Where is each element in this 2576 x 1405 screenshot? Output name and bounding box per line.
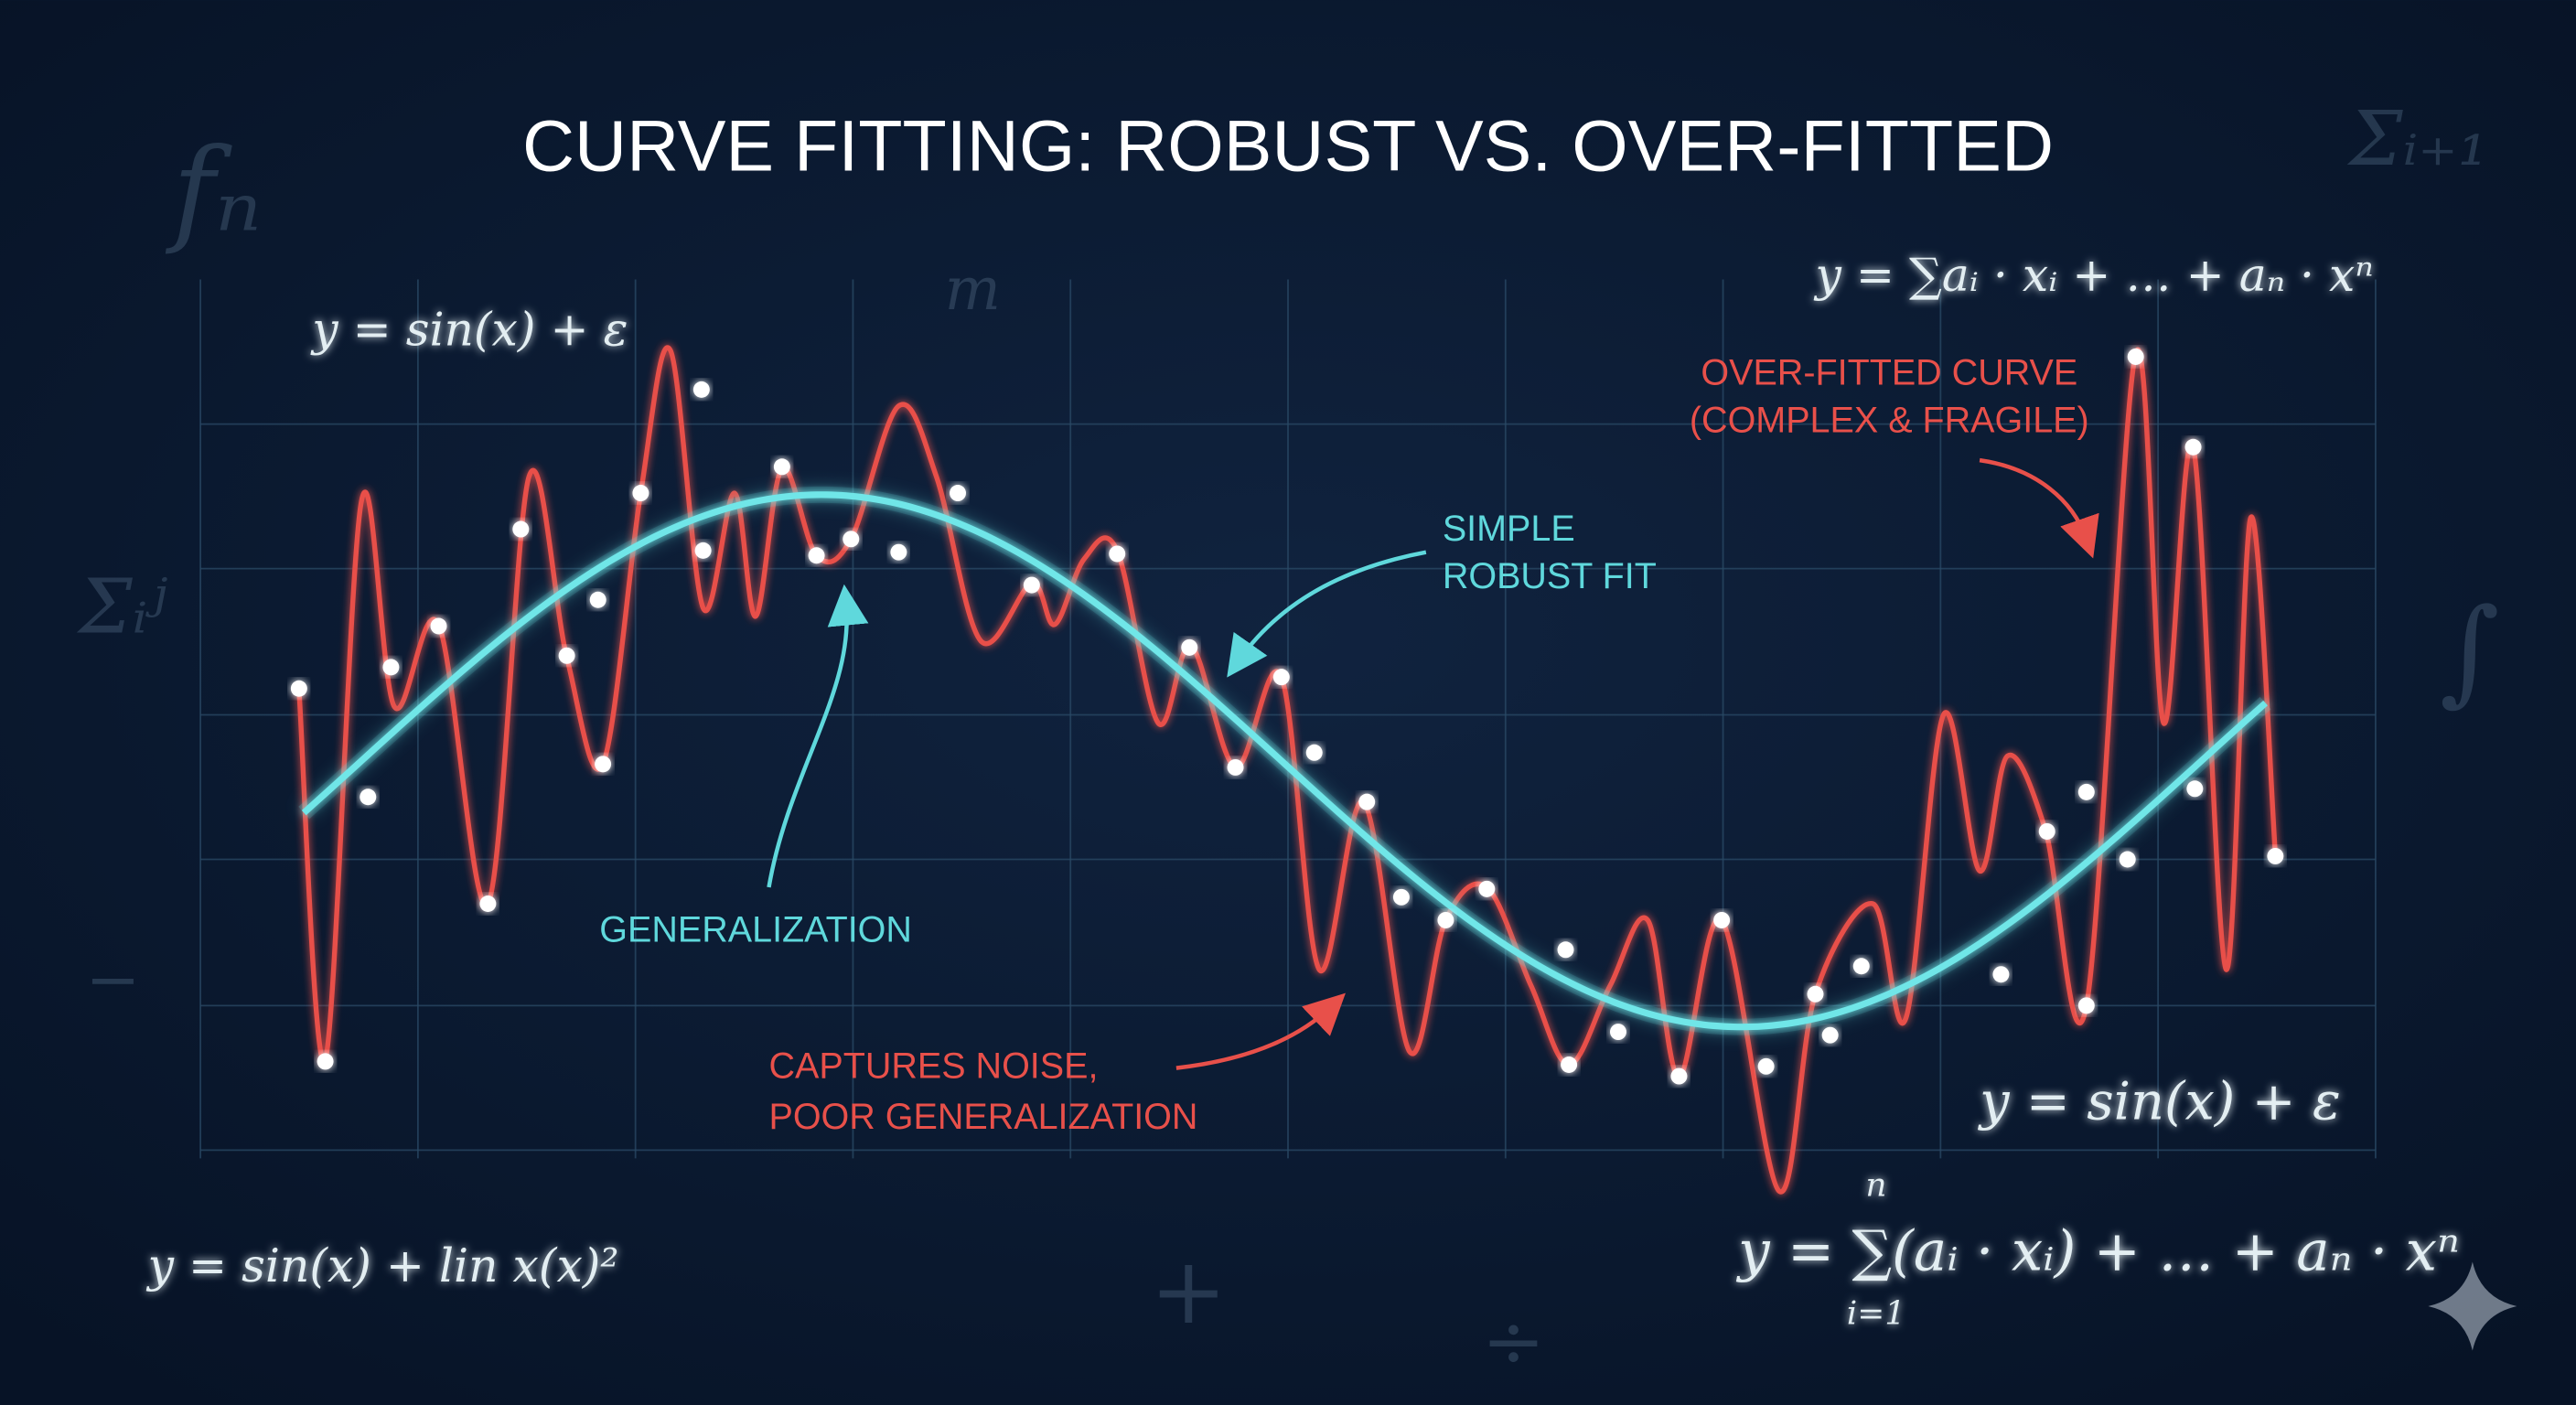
data-point bbox=[692, 381, 710, 398]
data-point bbox=[2186, 780, 2204, 798]
data-point bbox=[1358, 793, 1376, 810]
data-point bbox=[890, 543, 907, 561]
data-point bbox=[430, 617, 447, 635]
data-point bbox=[360, 788, 377, 806]
data-point bbox=[808, 547, 825, 564]
deco-symbol: fₙ bbox=[166, 123, 262, 258]
equations: y = sin(x) + ε y = ∑aᵢ · xᵢ + … + aₙ · x… bbox=[146, 248, 2460, 1333]
arrow bbox=[1227, 550, 1427, 678]
data-point bbox=[2119, 851, 2136, 868]
arrows bbox=[767, 457, 2099, 1070]
data-point bbox=[2077, 783, 2095, 800]
data-point bbox=[1392, 888, 1410, 906]
deco-symbol: Σᵢ₊₁ bbox=[2346, 95, 2488, 183]
data-point bbox=[1181, 638, 1198, 656]
data-point bbox=[2267, 847, 2284, 864]
label-line: CAPTURES NOISE, bbox=[768, 1046, 1098, 1086]
label-line: POOR GENERALIZATION bbox=[768, 1097, 1197, 1137]
data-point bbox=[1023, 576, 1040, 594]
data-point bbox=[2127, 348, 2144, 365]
data-point bbox=[1852, 958, 1870, 975]
label-line: OVER-FITTED CURVE bbox=[1701, 352, 2077, 392]
data-point bbox=[2184, 438, 2202, 456]
title: CURVE FITTING: ROBUST VS. OVER-FITTED bbox=[522, 104, 2054, 186]
decorations: fₙ Σᵢ₊₁ m Σᵢʲ ∫ − + ÷ bbox=[76, 95, 2499, 1386]
equation-upper: n bbox=[1865, 1167, 1886, 1205]
deco-symbol: + bbox=[1150, 1238, 1227, 1345]
arrow bbox=[1175, 992, 1346, 1070]
data-point bbox=[317, 1053, 334, 1070]
data-point bbox=[1561, 1056, 1578, 1073]
equation-lower: i=1 bbox=[1847, 1295, 1905, 1333]
arrow bbox=[1979, 457, 2099, 559]
data-point bbox=[843, 531, 860, 548]
data-point bbox=[595, 756, 612, 773]
data-point bbox=[1821, 1026, 1839, 1044]
arrow bbox=[767, 584, 869, 888]
deco-symbol: Σᵢʲ bbox=[76, 563, 167, 651]
robust-curve bbox=[301, 491, 2268, 1031]
data-point bbox=[1109, 545, 1126, 563]
data-point bbox=[1807, 985, 1824, 1003]
data-point bbox=[2038, 823, 2055, 840]
equation: y = ∑aᵢ · xᵢ + … + aₙ · xⁿ bbox=[1813, 248, 2373, 302]
data-point bbox=[558, 647, 575, 664]
data-point bbox=[1437, 911, 1454, 928]
curves bbox=[290, 345, 2284, 1195]
data-point bbox=[1757, 1057, 1775, 1075]
data-point bbox=[2077, 997, 2095, 1014]
data-point bbox=[950, 485, 966, 501]
data-point bbox=[1478, 880, 1496, 897]
deco-symbol: ÷ bbox=[1482, 1297, 1545, 1385]
equation: y = sin(x) + lin x(x)² bbox=[146, 1239, 619, 1292]
noise-label: CAPTURES NOISE, POOR GENERALIZATION bbox=[768, 1046, 1197, 1137]
data-point bbox=[1305, 744, 1323, 761]
deco-symbol: m bbox=[945, 255, 1001, 324]
data-point bbox=[479, 896, 497, 912]
equation: y = sin(x) + ε bbox=[310, 302, 628, 356]
generalization-label: GENERALIZATION bbox=[599, 909, 912, 949]
data-point bbox=[1557, 941, 1574, 959]
deco-symbol: − bbox=[85, 941, 140, 1018]
data-point bbox=[694, 542, 712, 559]
data-point bbox=[382, 659, 400, 676]
data-point bbox=[1670, 1067, 1688, 1085]
robust-label: SIMPLE ROBUST FIT bbox=[1443, 509, 1657, 596]
label-line: SIMPLE bbox=[1443, 509, 1575, 549]
data-point bbox=[1713, 911, 1731, 928]
data-point bbox=[1992, 966, 2010, 983]
data-point bbox=[1610, 1024, 1626, 1041]
data-point bbox=[1272, 669, 1290, 686]
equation: y = ∑(aᵢ · xᵢ) + … + aₙ · xⁿ bbox=[1735, 1218, 2460, 1283]
equation: y = sin(x) + ε bbox=[1977, 1070, 2341, 1132]
data-point bbox=[632, 485, 649, 501]
overfitted-label: OVER-FITTED CURVE (COMPLEX & FRAGILE) bbox=[1690, 352, 2089, 440]
deco-symbol: ∫ bbox=[2440, 584, 2500, 718]
data-point bbox=[589, 591, 606, 608]
data-point bbox=[290, 680, 307, 697]
data-point bbox=[773, 458, 790, 476]
data-point bbox=[1227, 758, 1244, 776]
star-icon bbox=[2428, 1261, 2517, 1351]
data-point bbox=[512, 520, 530, 538]
label-line: ROBUST FIT bbox=[1443, 556, 1657, 596]
label-line: (COMPLEX & FRAGILE) bbox=[1690, 401, 2089, 441]
